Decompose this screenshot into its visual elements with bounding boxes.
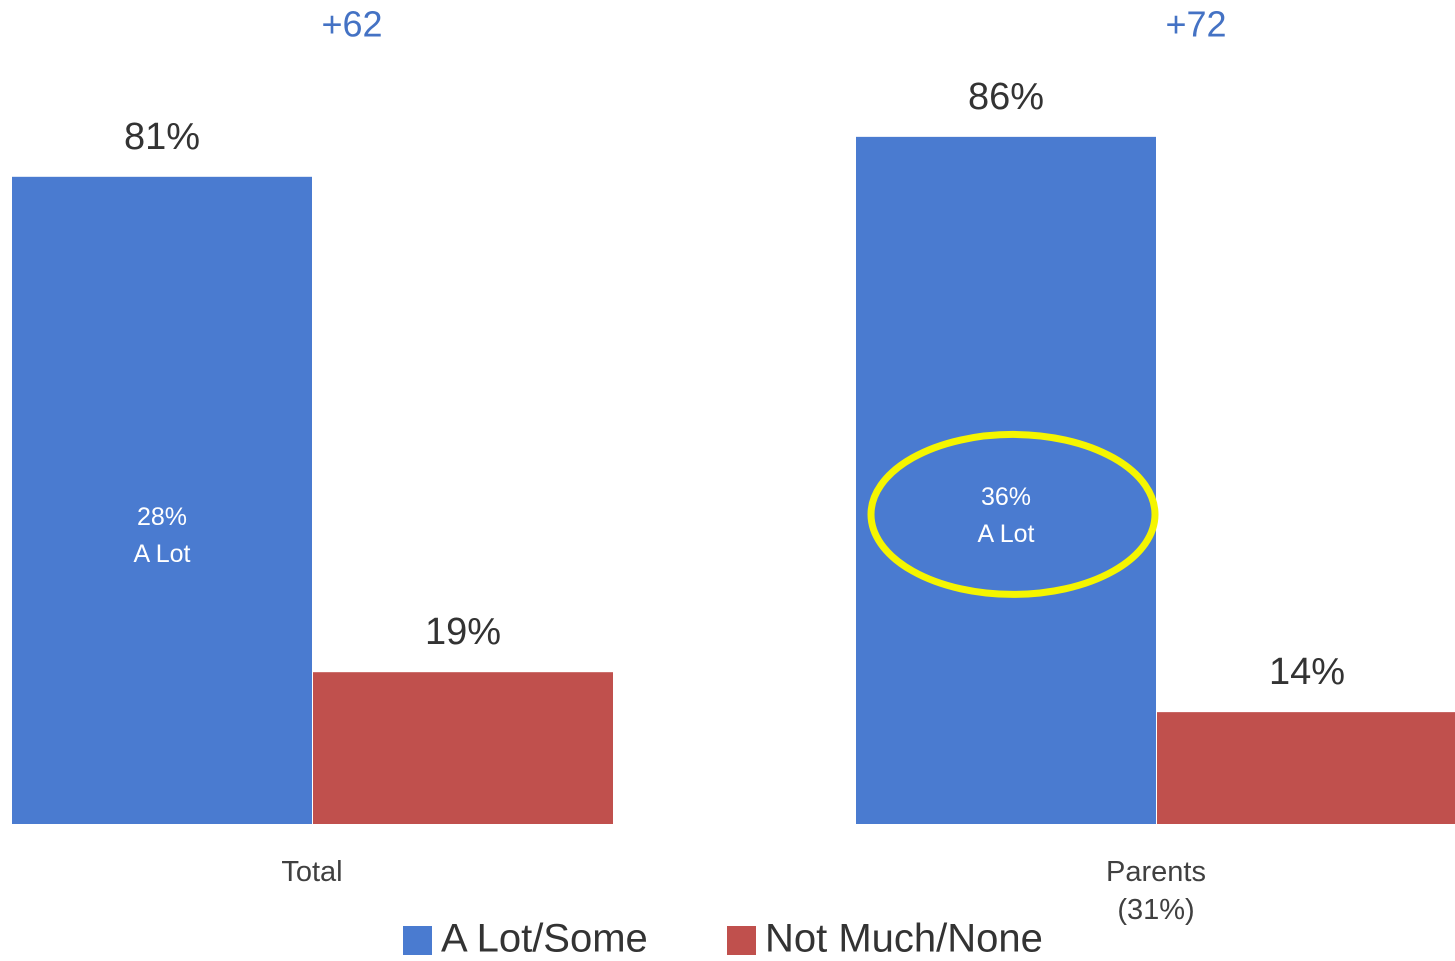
value-label: 86% [968, 76, 1044, 118]
inner-label: 28% A Lot [133, 503, 191, 569]
value-label: 19% [425, 611, 501, 653]
bar [856, 136, 1156, 825]
difference-label: +62 [321, 4, 382, 45]
inner-label: 36% A Lot [977, 483, 1035, 549]
bar [313, 672, 613, 824]
bar [12, 176, 312, 824]
difference-label: +72 [1165, 4, 1226, 45]
bar [1157, 712, 1455, 824]
x-tick-label: Parents (31%) [1106, 856, 1206, 926]
x-tick-label: Total [281, 856, 343, 888]
legend-label: Not Much/None [765, 917, 1043, 961]
value-label: 81% [124, 116, 200, 158]
legend-swatch [727, 926, 756, 955]
value-label: 14% [1269, 651, 1345, 693]
legend-swatch [403, 926, 432, 955]
highlight-ellipse [867, 430, 1159, 598]
legend-label: A Lot/Some [441, 917, 648, 961]
